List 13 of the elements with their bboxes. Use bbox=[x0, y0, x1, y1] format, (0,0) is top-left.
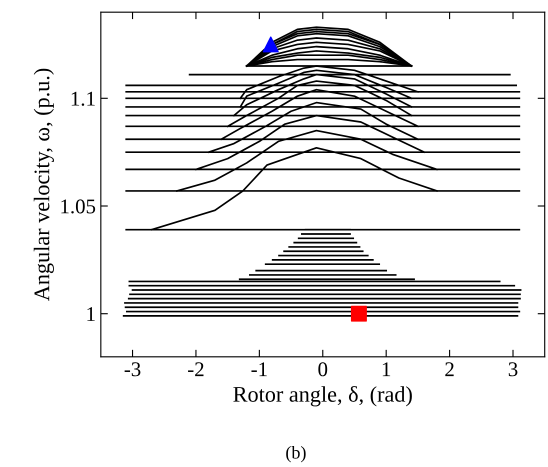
x-tick-label: 1 bbox=[382, 362, 390, 376]
x-tick-label: -1 bbox=[251, 362, 267, 376]
text: (b) bbox=[286, 446, 306, 462]
y-tick-label: 1 bbox=[87, 307, 95, 321]
x-tick-label: 2 bbox=[445, 362, 454, 376]
y-tick-label: 1.05 bbox=[61, 199, 96, 214]
y-tick-label: 1.1 bbox=[72, 92, 95, 106]
x-tick-label: -3 bbox=[124, 362, 140, 376]
y-axis-title: Angular velocity, ω, (p.u.) bbox=[34, 68, 54, 301]
x-tick-label: -2 bbox=[188, 362, 204, 376]
x-axis-title: Rotor angle, δ, (rad) bbox=[233, 386, 412, 406]
x-tick-label: 3 bbox=[508, 362, 518, 376]
x-tick-label: 0 bbox=[318, 362, 328, 376]
